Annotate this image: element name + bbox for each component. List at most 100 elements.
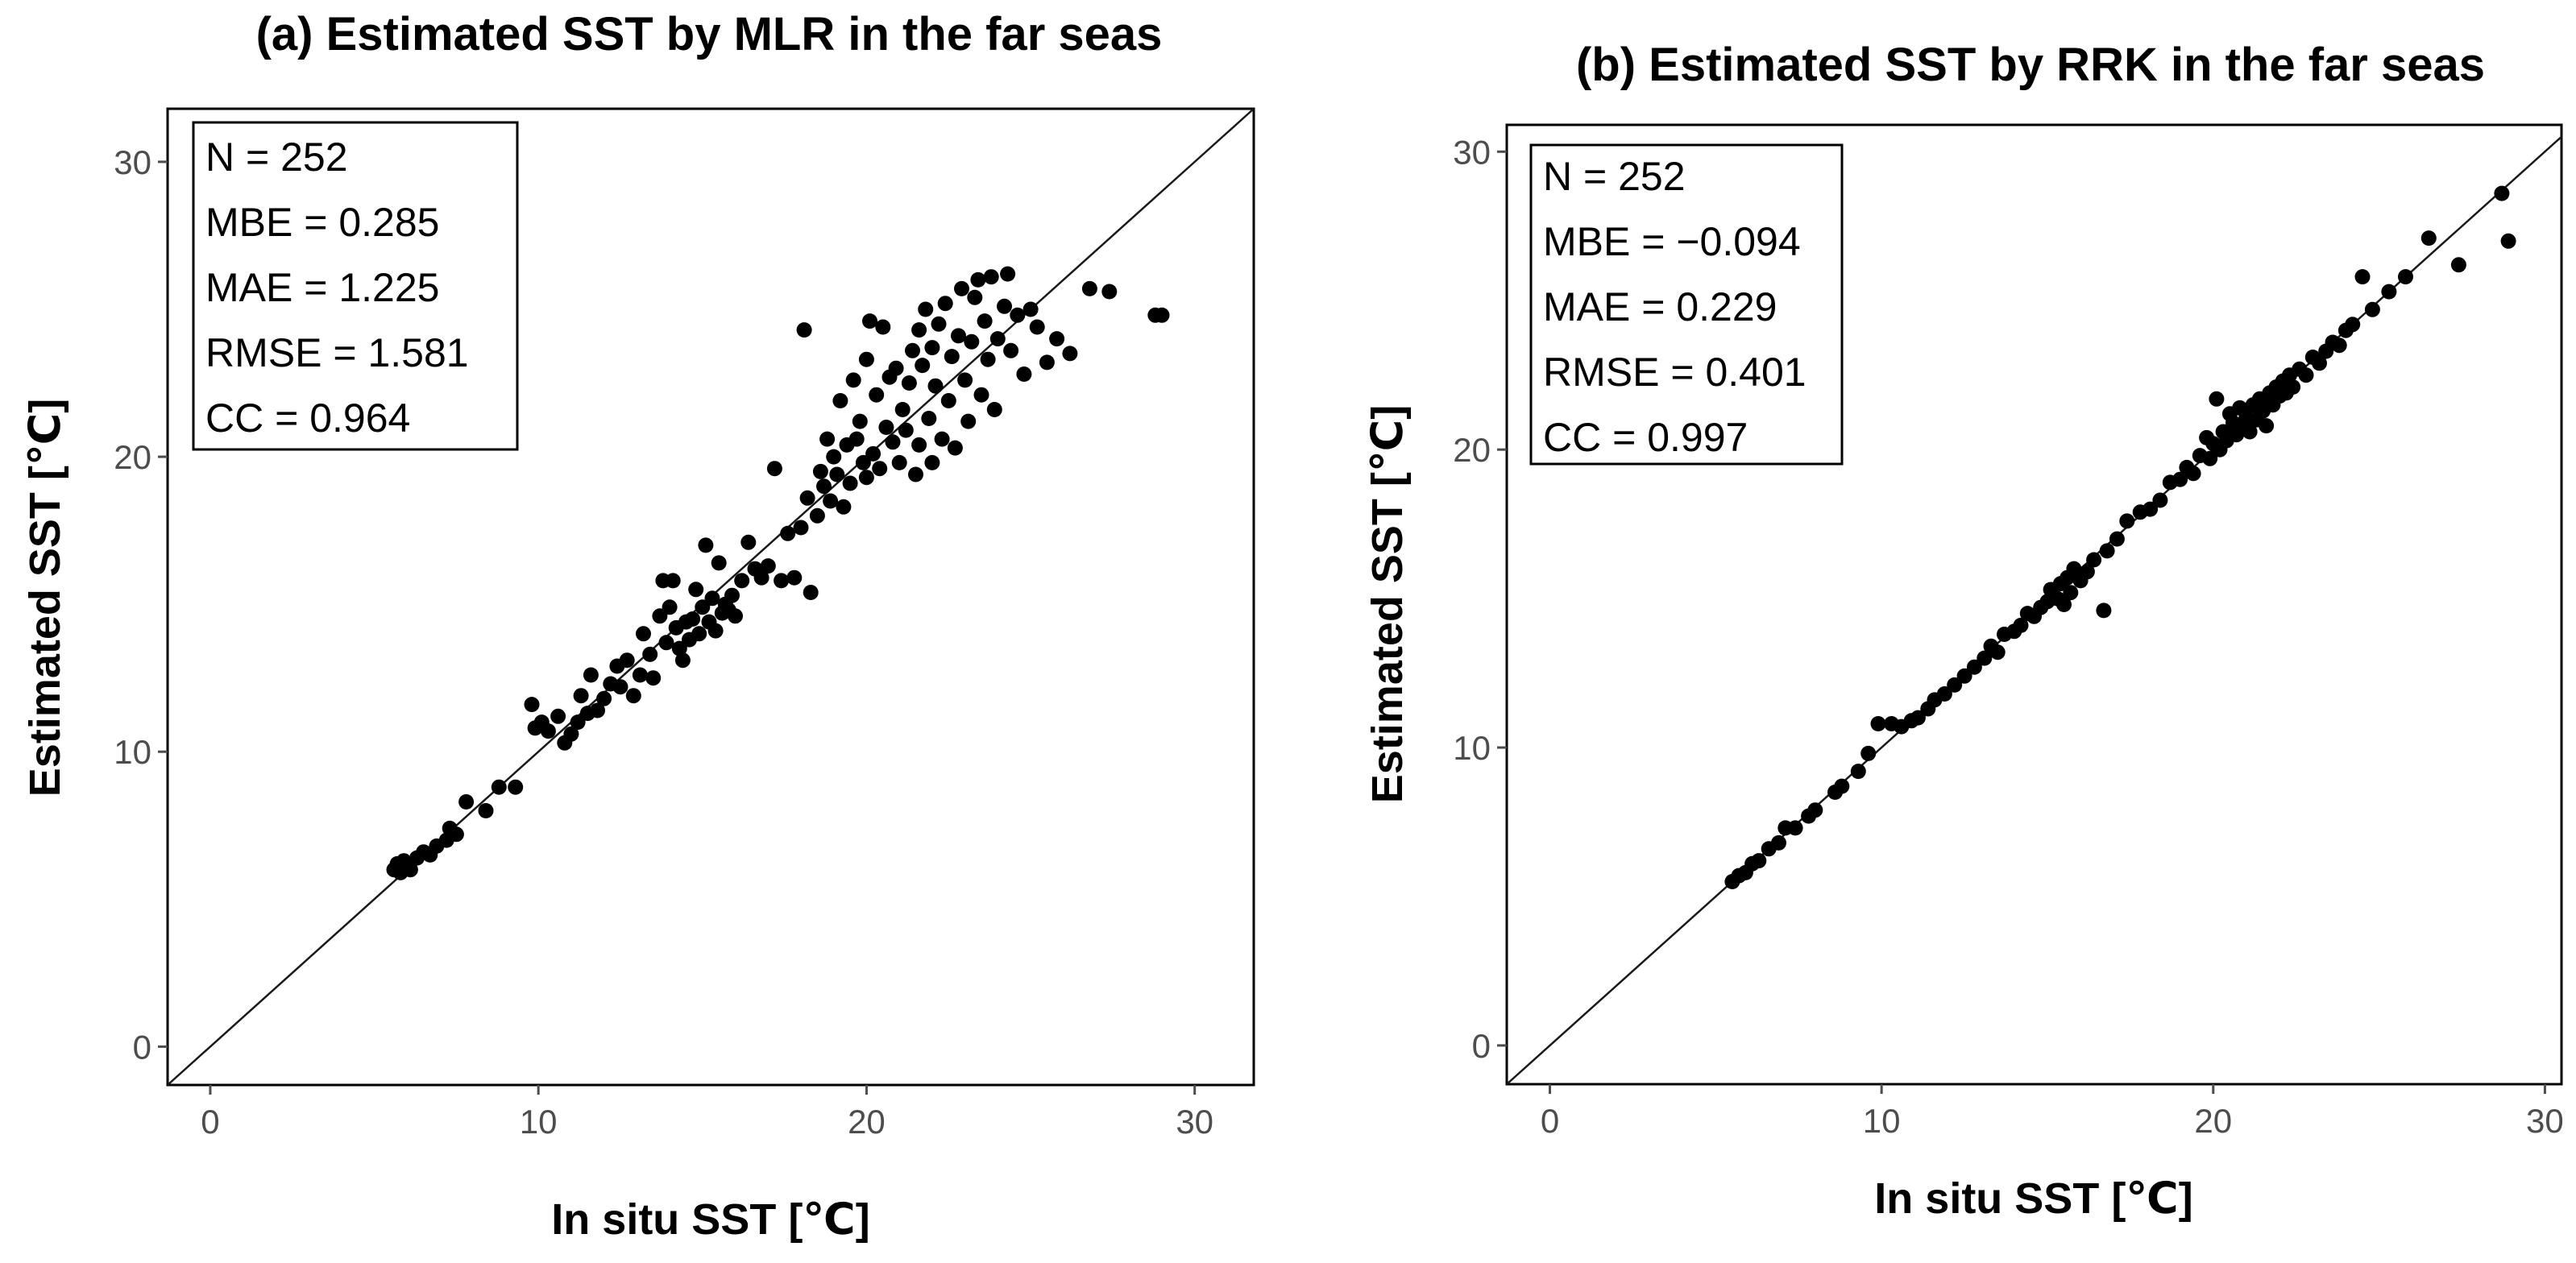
chart-title: (b) Estimated SST by RRK in the far seas [1576,39,2485,91]
stats-box-frame [192,121,519,451]
data-point [1023,301,1039,317]
data-point [954,280,969,296]
data-point [1771,834,1786,851]
x-tick-label: 10 [1863,1102,1901,1140]
y-tick-label: 10 [1453,729,1491,767]
stat-n: N = 252 [1543,154,1686,199]
data-point [973,387,989,403]
data-point [1936,686,1952,702]
data-point [1049,331,1065,347]
x-tick-label: 10 [520,1103,558,1141]
stat-mbe: MBE = 0.285 [205,200,439,245]
data-point [2242,424,2258,440]
data-point [760,558,776,574]
data-point [674,652,691,669]
data-point [1003,342,1019,358]
data-point [695,599,711,615]
x-axis-title: In situ SST [℃] [551,1195,869,1244]
data-point [967,289,983,305]
data-point [911,437,927,453]
data-point [983,269,999,285]
data-point [901,375,917,391]
data-point [632,667,648,683]
data-point [658,635,674,651]
data-point [845,372,861,388]
data-point [793,520,809,536]
data-point [2209,391,2225,407]
data-point [986,402,1002,417]
data-point [964,333,980,350]
data-point [908,466,923,482]
data-point [2066,561,2082,577]
data-point [563,726,579,742]
data-point [1989,644,2006,660]
data-point [911,322,927,338]
data-point [848,431,865,447]
data-point [947,440,963,456]
data-point [940,393,956,408]
x-tick-label: 20 [848,1103,886,1141]
data-point [685,611,701,627]
data-point [2298,367,2314,383]
data-point [596,690,612,706]
data-point [816,478,832,495]
data-point [862,313,877,329]
data-point [1860,745,1877,761]
data-point [724,587,740,603]
data-point [852,413,868,429]
data-point [619,652,635,669]
data-point [1029,319,1045,335]
data-point [960,413,977,429]
y-axis-title: Estimated SST [℃] [21,399,69,797]
data-point [836,499,852,515]
data-point [944,349,960,365]
y-tick-label: 10 [114,733,151,771]
data-point [2119,513,2135,529]
data-point [2364,301,2380,317]
data-point [1016,366,1032,382]
data-point [1062,346,1078,362]
data-point [780,525,796,541]
data-point [573,688,589,704]
data-point [812,463,828,479]
data-point [1101,284,1118,300]
x-tick-label: 20 [2194,1102,2232,1140]
stat-rmse: RMSE = 0.401 [1543,350,1807,395]
data-point [774,573,790,589]
data-point [891,454,907,470]
data-point [550,708,566,724]
x-tick-label: 30 [2526,1102,2564,1140]
data-point [1010,307,1026,323]
data-point [2109,531,2125,547]
data-point [918,301,934,317]
data-point [786,569,803,586]
stat-cc: CC = 0.997 [1543,415,1748,460]
data-point [711,555,727,571]
data-point [508,779,524,795]
data-point [1977,650,1993,666]
data-point [858,351,874,367]
data-point [1081,280,1097,296]
x-tick-label: 0 [201,1103,219,1141]
data-point [832,393,848,408]
data-point [662,599,678,615]
stat-mae: MAE = 1.225 [205,265,439,310]
data-point [2420,230,2437,246]
data-point [2096,603,2112,619]
data-point [448,826,464,843]
data-point [872,461,888,477]
data-point [980,351,996,367]
data-point [688,582,704,598]
data-point [924,454,940,470]
data-point [2500,233,2516,249]
data-point [989,331,1006,347]
data-point [927,378,944,394]
data-point [691,626,707,642]
data-point [878,420,894,435]
y-tick-label: 0 [1472,1027,1491,1065]
data-point [1000,266,1016,282]
data-point [2099,543,2115,559]
data-point [799,490,815,506]
data-point [704,590,720,607]
